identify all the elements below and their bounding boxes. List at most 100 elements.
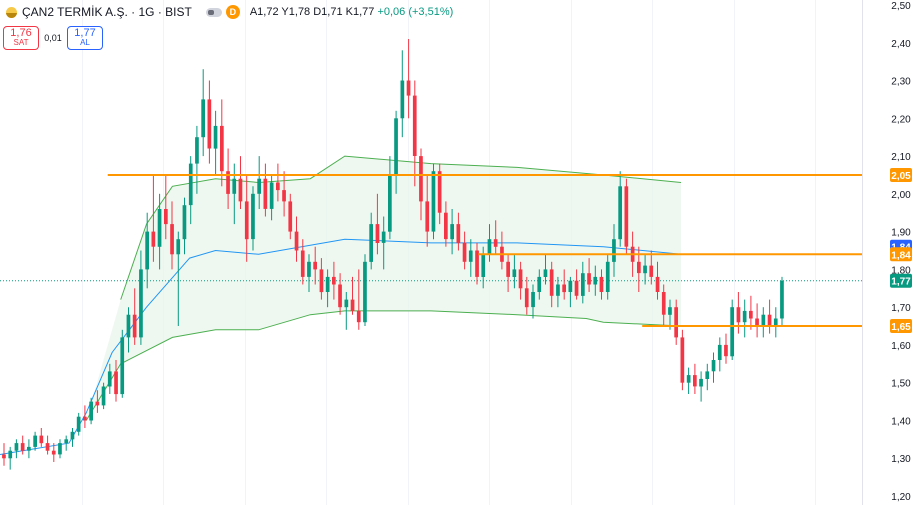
candle-body	[693, 375, 697, 387]
candle-body	[114, 371, 118, 395]
visibility-toggle-icon[interactable]	[205, 7, 222, 17]
channel-band-fill	[86, 156, 681, 421]
candle-body	[244, 201, 249, 240]
candle-body	[176, 239, 181, 255]
y-axis-tick-label: 1,50	[891, 379, 911, 390]
candle-body	[226, 171, 230, 194]
candle-body	[661, 292, 666, 315]
candle-body	[313, 261, 317, 270]
candle-body	[132, 314, 137, 338]
candle-body	[33, 435, 37, 447]
candle-body	[724, 344, 728, 357]
candle-body	[288, 201, 293, 232]
candle-body	[145, 231, 149, 270]
level-badge-1-65-bg	[890, 319, 912, 333]
candle-body	[437, 171, 442, 213]
candle-body	[431, 171, 436, 232]
level-badge-2-05: 2,05	[891, 171, 911, 182]
candle-body	[8, 450, 13, 459]
chart-header: ÇAN2 TERMİK A.Ş. · 1G · BIST D A1,72 Y1,…	[0, 0, 453, 24]
candle-body	[618, 186, 622, 240]
candle-body	[363, 261, 367, 323]
candle-body	[649, 265, 654, 277]
candle-body	[64, 439, 69, 444]
sell-button[interactable]: 1,76 SAT	[3, 26, 39, 50]
y-axis-tick-label: 1,40	[891, 417, 911, 428]
trade-panel: 1,76 SAT 0,01 1,77 AL	[3, 26, 103, 50]
candle-body	[537, 276, 542, 292]
channel-lower-line	[85, 310, 682, 421]
candle-body	[51, 450, 56, 455]
candle-body	[27, 446, 31, 451]
candle-body	[556, 284, 560, 296]
spread-value: 0,01	[44, 33, 62, 43]
y-axis-tick-label: 1,80	[891, 265, 911, 276]
candle-body	[126, 314, 131, 338]
candle-body	[2, 454, 6, 459]
candle-body	[164, 209, 168, 225]
candle-body	[612, 239, 616, 262]
candle-body	[599, 276, 604, 292]
candle-body	[344, 299, 349, 308]
candle-body	[593, 276, 598, 285]
candle-body	[332, 276, 336, 285]
candle-body	[605, 261, 610, 292]
candle-body	[742, 310, 747, 323]
candle-body	[95, 401, 100, 406]
candle-body	[450, 224, 454, 240]
candle-body	[207, 99, 212, 149]
candle-body	[531, 292, 535, 308]
candle-body	[76, 416, 81, 432]
candle-body	[388, 175, 392, 232]
candle-body	[170, 224, 174, 255]
candle-body	[412, 95, 417, 156]
buy-label: AL	[80, 38, 90, 47]
candle-body	[425, 201, 430, 232]
candle-body	[201, 99, 205, 138]
buy-price: 1,77	[74, 27, 96, 39]
candle-body	[444, 212, 448, 240]
candle-body	[562, 284, 566, 293]
candle-body	[195, 137, 199, 164]
candle-body	[157, 209, 162, 247]
buy-button[interactable]: 1,77 AL	[67, 26, 103, 50]
company-logo-icon	[6, 6, 17, 18]
candle-body	[350, 299, 355, 311]
candle-body	[730, 307, 734, 357]
candle-body	[518, 269, 523, 289]
candle-body	[238, 178, 243, 202]
level-badge-1-84: 1,84	[891, 250, 911, 261]
y-axis-tick-label: 1,30	[891, 454, 911, 465]
candle-body	[220, 125, 224, 172]
candle-body	[475, 250, 479, 277]
candle-body	[101, 386, 106, 406]
candle-body	[773, 318, 778, 327]
y-axis-tick-label: 2,00	[891, 190, 911, 201]
candle-body	[213, 125, 218, 149]
level-badge-2-05-bg	[890, 168, 912, 182]
y-axis-tick-label: 1,90	[891, 228, 911, 239]
candle-body	[705, 371, 710, 379]
candle-body	[481, 254, 486, 277]
candle-body	[83, 416, 87, 421]
candle-body	[257, 178, 261, 194]
candle-body	[419, 156, 423, 202]
candle-body	[637, 261, 641, 274]
candle-body	[680, 337, 685, 383]
candle-body	[400, 80, 405, 119]
candle-body	[767, 314, 772, 326]
y-axis-tick-label: 1,70	[891, 303, 911, 314]
channel-upper-line	[120, 155, 682, 300]
candle-body	[643, 265, 647, 274]
candle-body	[736, 307, 741, 323]
symbol-title[interactable]: ÇAN2 TERMİK A.Ş. · 1G · BIST	[22, 5, 192, 19]
candle-body	[512, 269, 517, 277]
y-axis-tick-label: 1,60	[891, 341, 911, 352]
candle-body	[282, 190, 286, 202]
y-axis-tick-label: 2,30	[891, 77, 911, 88]
candle-body	[394, 118, 398, 175]
candle-body	[45, 443, 50, 451]
candle-body	[581, 273, 585, 296]
interval-badge[interactable]: D	[225, 5, 240, 19]
